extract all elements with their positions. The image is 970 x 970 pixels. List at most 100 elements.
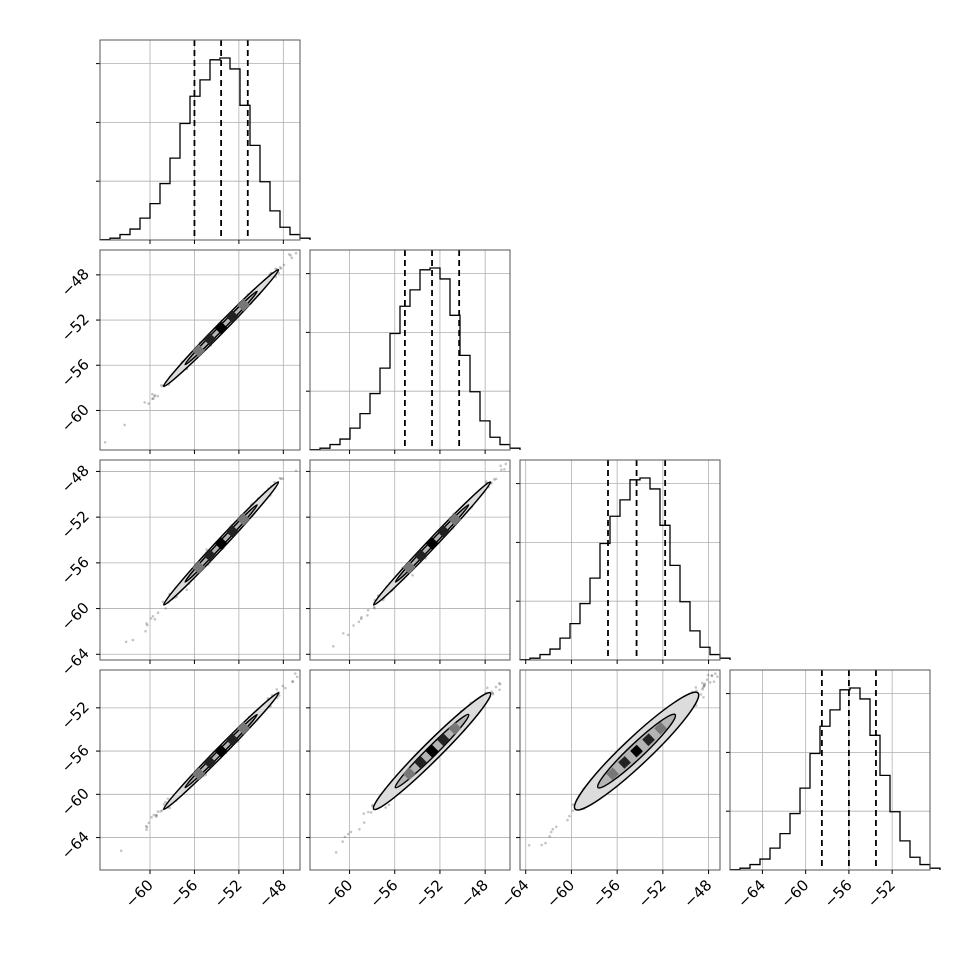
- x-tick-label: −60: [543, 876, 578, 911]
- sample-point: [699, 693, 703, 696]
- histogram-step: [99, 57, 311, 241]
- density-cell: [203, 549, 217, 562]
- sample-point: [500, 468, 503, 472]
- sample-point: [341, 632, 345, 635]
- x-tick-label: −60: [777, 876, 812, 911]
- density-cell: [425, 744, 439, 758]
- sample-point: [273, 480, 276, 484]
- sample-point: [512, 457, 515, 460]
- sample-point: [503, 468, 506, 471]
- sample-point: [566, 818, 569, 822]
- sample-point: [549, 830, 553, 834]
- y-tick-label: −56: [58, 355, 93, 390]
- sample-point: [155, 814, 158, 817]
- sample-point: [510, 673, 513, 676]
- density-cell: [437, 525, 450, 538]
- y-tick-label: −56: [58, 553, 93, 588]
- sample-point: [291, 680, 294, 684]
- density-cell: [214, 321, 228, 335]
- sample-point: [706, 673, 710, 677]
- panel-frame: [99, 249, 301, 451]
- x-tick-label: −52: [635, 876, 670, 911]
- sample-point: [156, 611, 160, 615]
- density-cell: [448, 722, 462, 735]
- sample-point: [159, 384, 163, 387]
- sample-point: [151, 397, 154, 401]
- sample-point: [492, 478, 496, 481]
- density-cell: [237, 722, 250, 735]
- sample-point: [523, 662, 526, 665]
- sample-point: [145, 828, 148, 832]
- sample-point: [279, 267, 283, 270]
- density-cell: [192, 767, 206, 781]
- density-cell: [237, 298, 250, 312]
- sample-point: [511, 462, 514, 465]
- density-cell: [448, 513, 462, 526]
- sample-point: [152, 813, 156, 817]
- sample-point: [538, 428, 541, 431]
- sample-point: [484, 480, 488, 483]
- sample-point: [701, 681, 704, 685]
- sample-point: [387, 803, 391, 807]
- panel-frame: [309, 669, 511, 871]
- sample-point: [494, 685, 498, 689]
- sample-point: [281, 684, 285, 688]
- sample-point: [551, 827, 555, 831]
- histogram-panel-4: [726, 669, 941, 874]
- sample-point: [741, 653, 744, 656]
- sample-point: [705, 678, 709, 681]
- sample-point: [147, 821, 151, 825]
- density-cell: [402, 561, 416, 574]
- density-cell: [606, 767, 619, 781]
- sample-point: [366, 608, 370, 612]
- sample-point: [554, 825, 558, 829]
- sample-point: [357, 620, 361, 624]
- sample-point: [373, 606, 376, 610]
- sample-point: [145, 622, 148, 625]
- density-cell: [654, 722, 667, 735]
- sample-point: [360, 616, 363, 619]
- sample-point: [123, 423, 126, 427]
- x-tick-label: −52: [864, 876, 899, 911]
- sample-point: [714, 672, 717, 676]
- sample-point: [291, 680, 295, 683]
- scatter-group: [103, 251, 298, 444]
- sample-point: [153, 618, 157, 621]
- sample-point: [491, 691, 494, 695]
- sample-point: [346, 633, 350, 637]
- sample-point: [504, 462, 508, 466]
- x-tick-label: −64: [734, 876, 769, 911]
- sample-point: [544, 841, 547, 845]
- sample-point: [369, 811, 373, 814]
- y-tick-label: −48: [58, 462, 93, 497]
- sample-point: [278, 266, 282, 269]
- sample-point: [166, 797, 170, 800]
- density-cell: [237, 513, 250, 526]
- panel-frame: [729, 669, 931, 871]
- sample-point: [185, 588, 189, 591]
- sample-point: [497, 681, 501, 685]
- y-tick-label: −48: [58, 265, 93, 300]
- sample-point: [103, 440, 107, 444]
- pair-panel-3-1: [96, 459, 301, 664]
- sample-point: [486, 686, 489, 690]
- sample-point: [274, 267, 277, 271]
- y-tick-label: −64: [58, 828, 93, 863]
- x-tick-label: −56: [589, 876, 624, 911]
- sample-point: [282, 263, 286, 267]
- pair-panel-4-3: [516, 653, 744, 874]
- sample-point: [519, 667, 522, 670]
- sample-point: [359, 617, 363, 620]
- scatter-group: [119, 672, 299, 853]
- sample-point: [145, 623, 149, 627]
- density-cell: [618, 756, 631, 769]
- sample-point: [147, 402, 150, 405]
- sample-point: [701, 686, 705, 689]
- sample-point: [729, 664, 732, 667]
- panel-frame: [519, 669, 721, 871]
- density-cell: [192, 561, 206, 574]
- sample-point: [151, 397, 155, 400]
- sample-point: [341, 840, 344, 843]
- y-tick-label: −52: [58, 310, 93, 345]
